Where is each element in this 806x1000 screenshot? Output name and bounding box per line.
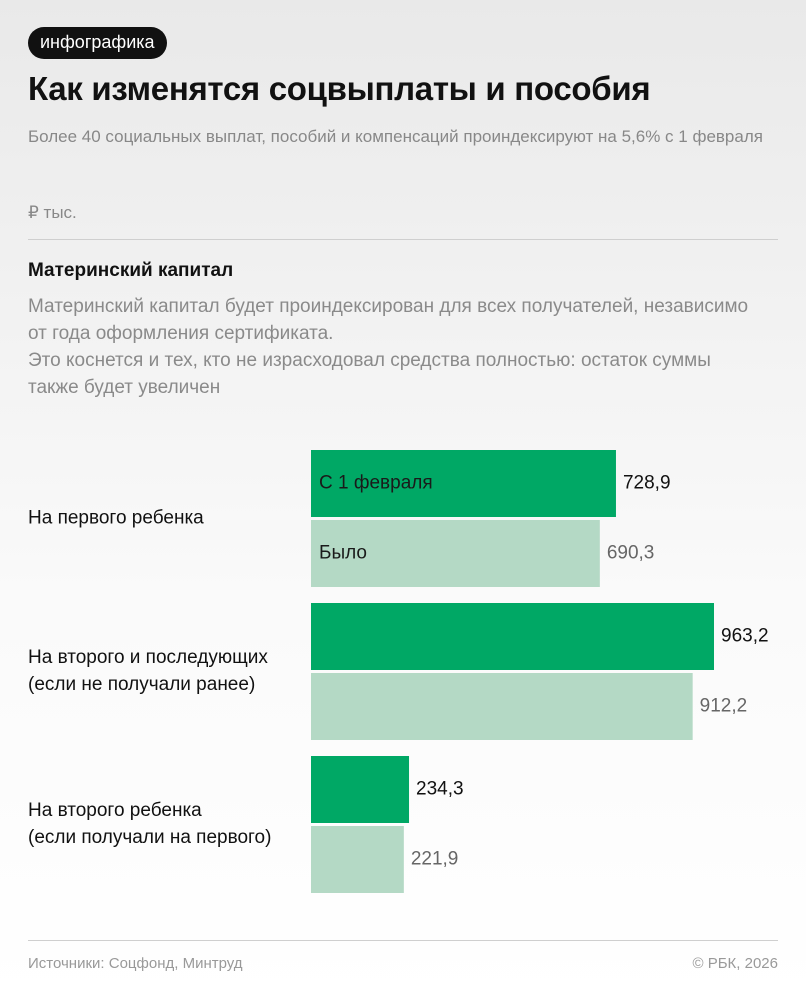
bar xyxy=(311,756,410,823)
description-paragraph: Материнский капитал будет проиндексирова… xyxy=(28,296,749,344)
bar xyxy=(311,520,600,587)
chart: На первого ребенка 728,9 С 1 февраля 690,3 Б… xyxy=(28,450,769,893)
subtitle: Более 40 социальных выплат, пособий и ко… xyxy=(28,127,763,146)
value-label: 690,3 xyxy=(607,543,655,564)
category-label: На первого ребенка xyxy=(28,508,204,529)
chart-title: Материнский капитал xyxy=(28,260,234,281)
divider xyxy=(28,940,778,941)
value-label: 234,3 xyxy=(416,779,464,800)
value-label: 221,9 xyxy=(411,849,459,870)
value-label: 912,2 xyxy=(700,696,748,717)
value-label: 963,2 xyxy=(721,626,769,647)
copyright: © РБК, 2026 xyxy=(692,955,778,972)
series-label: Было xyxy=(319,543,367,564)
description: Материнский капитал будет проиндексирова… xyxy=(28,293,758,401)
bar xyxy=(311,826,404,893)
source: Источники: Соцфонд, Минтруд xyxy=(28,955,243,972)
unit: ₽ тыс. xyxy=(28,203,77,222)
bar xyxy=(311,603,714,670)
description-paragraph: Это коснется и тех, кто не израсходовал … xyxy=(28,350,711,398)
category-label: (если получали на первого) xyxy=(28,827,271,848)
badge: инфографика xyxy=(28,27,167,59)
category-label: На второго и последующих xyxy=(28,647,268,668)
divider xyxy=(28,239,778,240)
value-label: 728,9 xyxy=(623,473,671,494)
category-label: На второго ребенка xyxy=(28,800,202,821)
bar xyxy=(311,450,616,517)
bar xyxy=(311,673,693,740)
title: Как изменятся соцвыплаты и пособия xyxy=(28,70,651,107)
category-label: (если не получали ранее) xyxy=(28,674,255,695)
series-label: С 1 февраля xyxy=(319,473,433,494)
